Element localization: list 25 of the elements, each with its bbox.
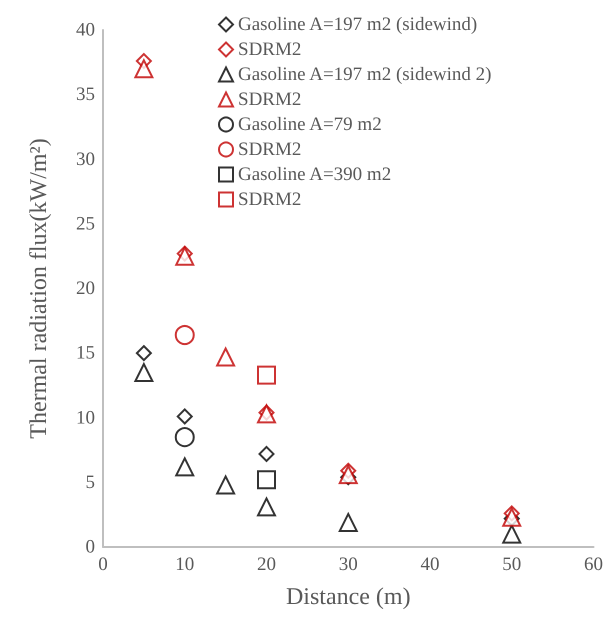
legend-label: Gasoline A=390 m2 xyxy=(238,164,392,185)
x-tick-label: 10 xyxy=(175,554,194,575)
y-tick-label: 5 xyxy=(86,472,95,493)
y-tick-label: 20 xyxy=(76,278,95,299)
x-tick-label: 60 xyxy=(584,554,603,575)
legend-label: SDRM2 xyxy=(238,139,302,160)
legend-label: Gasoline A=197 m2 (sidewind) xyxy=(238,14,478,35)
x-axis-title: Distance (m) xyxy=(286,584,411,610)
legend-label: Gasoline A=79 m2 xyxy=(238,114,382,135)
y-tick-label: 35 xyxy=(76,84,95,106)
y-tick-label: 0 xyxy=(86,536,95,558)
y-tick-label: 25 xyxy=(76,213,95,234)
legend-label: SDRM2 xyxy=(238,39,302,60)
legend-label: Gasoline A=197 m2 (sidewind 2) xyxy=(238,64,492,85)
x-tick-label: 40 xyxy=(420,554,440,575)
y-tick-label: 30 xyxy=(76,148,95,170)
legend-label: SDRM2 xyxy=(238,89,302,110)
y-tick-label: 10 xyxy=(76,407,95,428)
legend-label: SDRM2 xyxy=(238,189,302,210)
x-tick-label: 50 xyxy=(502,554,522,575)
x-tick-label: 30 xyxy=(338,554,358,575)
y-tick-label: 15 xyxy=(76,342,95,364)
y-tick-label: 40 xyxy=(76,20,95,40)
x-tick-label: 20 xyxy=(257,554,276,575)
y-axis-title: Thermal radiation flux(kW/m²) xyxy=(26,138,52,439)
